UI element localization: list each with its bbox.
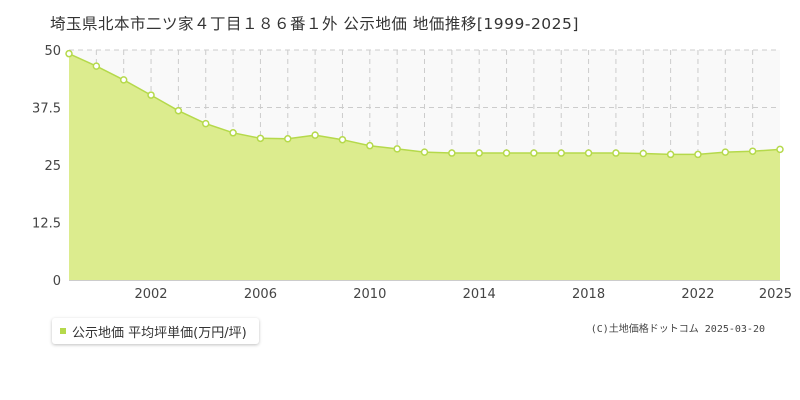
data-point [448,149,456,157]
x-tick-label: 2022 [681,287,714,302]
legend-marker [60,328,66,334]
data-point [174,106,183,115]
data-point [92,62,101,70]
data-point [748,147,757,155]
data-point [721,148,730,156]
data-point [338,135,347,144]
data-point [666,150,675,159]
data-point [612,149,620,157]
data-points [65,49,784,159]
data-point [584,149,593,157]
data-point [256,134,265,143]
x-tick-label: 2014 [463,287,496,302]
x-tick-label: 2006 [244,287,277,302]
y-tick-label: 50 [44,44,61,59]
data-point [229,129,237,137]
y-tick-label: 25 [44,159,61,174]
data-point [530,149,538,157]
data-point [420,148,429,156]
y-tick-label: 0 [53,274,61,289]
data-point [284,135,292,143]
data-point [393,145,401,153]
data-point [366,141,374,150]
data-point [119,76,128,84]
x-tick-label: 2002 [134,287,167,302]
legend: 公示地価 平均坪単価(万円/坪) [52,318,259,344]
page-title: 埼玉県北本市二ツ家４丁目１８６番１外 公示地価 地価推移[1999-2025] [50,15,579,33]
data-point [147,91,155,99]
area-fill [69,53,780,281]
data-point [639,149,648,158]
data-point [201,119,210,128]
x-tick-label: 2010 [353,287,386,302]
y-axis-ticks: 0 12.5 25 37.5 50 [32,44,61,289]
data-point [65,49,73,58]
data-point [776,145,784,154]
data-point [475,149,483,157]
data-point [557,149,565,157]
y-tick-label: 12.5 [32,217,61,232]
credit: (C)土地価格ドットコム 2025-03-20 [590,324,765,335]
x-tick-label: 2018 [572,287,605,302]
x-tick-label: 2025 [759,287,792,302]
y-tick-label: 37.5 [32,102,61,117]
data-point [694,150,702,159]
x-axis-ticks: 2002 2006 2010 2014 2018 2022 2025 [134,287,792,302]
data-point [502,149,511,157]
legend-label: 公示地価 平均坪単価(万円/坪) [72,325,247,341]
data-point [311,131,319,139]
